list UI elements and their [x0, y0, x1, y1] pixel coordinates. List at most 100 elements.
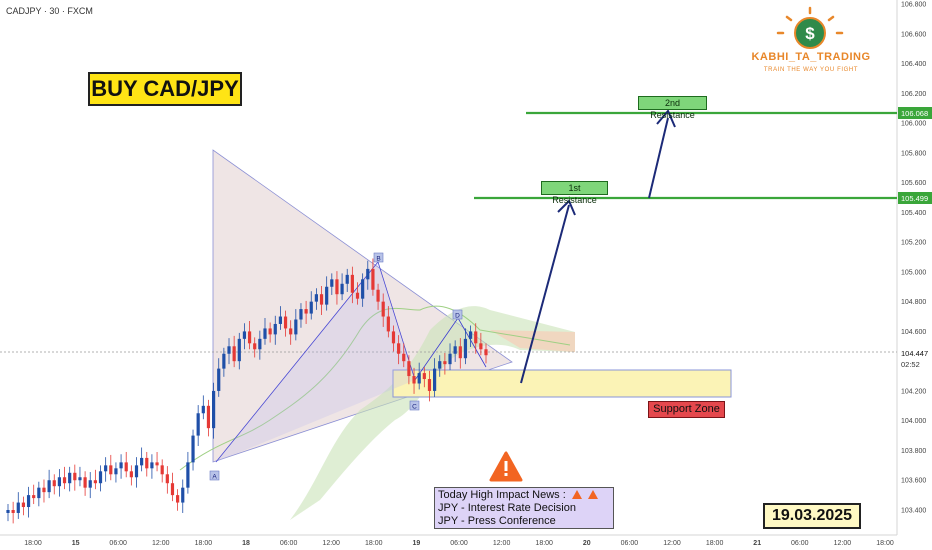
price-tick-label: 105.400: [901, 210, 926, 217]
time-tick-label: 18:00: [706, 540, 724, 547]
candle: [62, 466, 67, 490]
candle: [181, 479, 185, 513]
candle: [407, 355, 411, 385]
candle: [73, 464, 77, 491]
candle: [16, 492, 20, 519]
price-tick-label: 106.000: [901, 121, 926, 128]
support-zone[interactable]: [392, 369, 732, 398]
candle: [124, 451, 128, 478]
svg-text:$: $: [805, 24, 815, 43]
candle: [114, 462, 118, 483]
time-tick-label: 12:00: [322, 540, 340, 547]
candle: [397, 335, 401, 365]
price-tick-label: 106.600: [901, 31, 926, 38]
price-tick-label: 105.600: [901, 180, 926, 187]
candle: [268, 322, 272, 343]
time-tick-label: 20: [583, 540, 591, 547]
time-tick-label: 12:00: [152, 540, 170, 547]
time-tick-label: 06:00: [280, 540, 298, 547]
svg-text:B: B: [376, 256, 380, 263]
price-tick-label: 104.000: [901, 418, 926, 425]
price-tick-label: 105.800: [901, 150, 926, 157]
time-tick-label: 19: [413, 540, 421, 547]
candle: [206, 399, 211, 437]
candle: [463, 328, 468, 365]
date-badge: 19.03.2025: [763, 503, 861, 529]
candle: [93, 469, 97, 490]
candle: [417, 362, 421, 390]
brand-title: KABHI_TA_TRADING: [751, 51, 871, 63]
price-tick-label: 106.200: [901, 91, 926, 98]
price-tick-label: 106.400: [901, 61, 926, 68]
support-zone-label: Support Zone: [648, 401, 725, 418]
candle: [78, 466, 82, 487]
candle: [458, 338, 462, 369]
news-title: Today High Impact News :: [438, 489, 566, 501]
svg-text:A: A: [212, 474, 217, 481]
candle: [170, 472, 175, 502]
candle: [232, 335, 236, 368]
news-item: JPY - Press Conference: [438, 515, 556, 527]
candle: [98, 465, 103, 492]
candle: [37, 481, 41, 507]
time-axis[interactable]: 18:00 15 06:00 12:00 18:00 18 06:00 12:00 18:00 1…: [24, 540, 894, 547]
candle: [150, 454, 154, 479]
pattern-point-b: B: [373, 252, 384, 263]
candle: [217, 358, 221, 397]
price-axis[interactable]: 106.800 106.600 106.400 106.200 106.000 105.8…: [901, 2, 926, 515]
candle: [443, 352, 447, 375]
candle: [376, 283, 380, 310]
candle: [191, 429, 195, 471]
time-tick-label: 18: [242, 540, 250, 547]
candle: [47, 469, 51, 499]
time-tick-label: 21: [753, 540, 761, 547]
candle: [273, 315, 277, 345]
candle: [145, 451, 149, 477]
candle: [335, 271, 339, 305]
ichimoku-line: [179, 305, 571, 471]
candle: [83, 471, 87, 496]
price-tick-label: 103.600: [901, 478, 926, 485]
candle: [42, 479, 46, 503]
candle: [52, 474, 56, 495]
dollar-coin-icon: $: [776, 6, 844, 49]
price-tick-label: 104.200: [901, 388, 926, 395]
warning-icon: [489, 451, 523, 482]
price-tick-label: 103.800: [901, 448, 926, 455]
candle: [247, 320, 252, 350]
time-tick-label: 15: [72, 540, 80, 547]
level-tag-1st-bg: [898, 192, 932, 204]
ichimoku-cloud: [290, 306, 575, 520]
warning-icon: [571, 490, 582, 499]
price-tick-label: 103.400: [901, 508, 926, 515]
price-tick-label: 104.800: [901, 299, 926, 306]
candle: [6, 504, 10, 522]
candle: [474, 323, 478, 354]
candle: [11, 501, 15, 524]
candle: [299, 303, 303, 328]
svg-text:C: C: [412, 404, 417, 411]
projection-arrows: [520, 109, 676, 384]
candle: [294, 309, 298, 341]
candle: [263, 318, 267, 345]
candle: [278, 306, 283, 330]
candle: [412, 367, 416, 394]
candle: [391, 325, 396, 352]
candle: [186, 451, 190, 494]
brand-tagline: TRAIN THE WAY YOU FIGHT: [763, 67, 859, 73]
level-tag-2nd-bg: [898, 107, 932, 119]
candle: [134, 457, 139, 488]
candle: [433, 358, 437, 397]
symbol-header[interactable]: CADJPY · 30 · FXCM: [6, 6, 93, 16]
candle: [237, 332, 241, 370]
time-tick-label: 18:00: [24, 540, 42, 547]
trade-direction-badge: BUY CAD/JPY: [88, 72, 242, 106]
news-panel: Today High Impact News : JPY - Interest …: [434, 487, 614, 529]
candle: [68, 466, 72, 492]
candle: [32, 484, 36, 505]
second-resistance-label: 2nd Resistance: [638, 96, 707, 120]
harmonic-shading: [216, 262, 415, 462]
candle: [196, 405, 200, 447]
candle: [402, 343, 406, 368]
